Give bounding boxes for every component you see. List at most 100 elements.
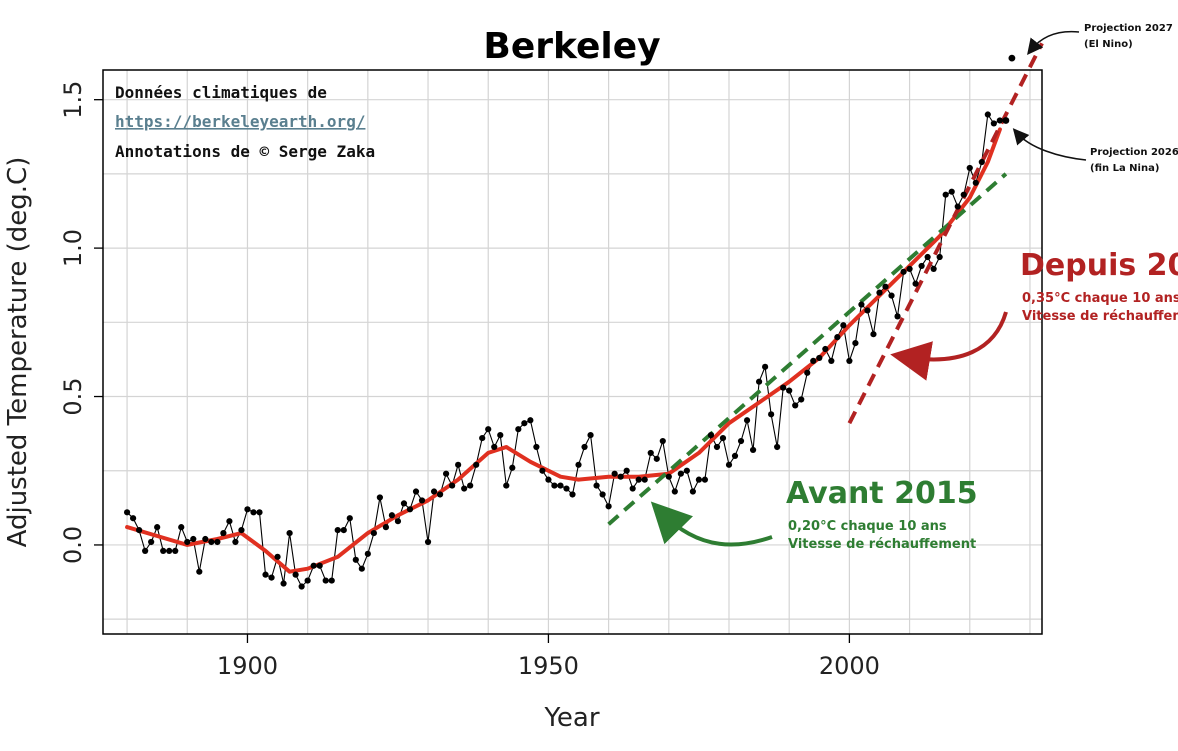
after-2015-title: Depuis 2015 (1020, 248, 1178, 283)
y-tick-label: 1.5 (59, 81, 87, 119)
annual-data-point (653, 455, 660, 462)
credit-line-1: Données climatiques de (115, 83, 327, 102)
annual-data-point (810, 357, 817, 365)
annual-data-point (485, 426, 492, 433)
annual-data-point (719, 434, 727, 442)
annual-data-point (394, 518, 402, 525)
annual-data-point (858, 301, 865, 308)
annual-data-point (762, 363, 769, 370)
annual-data-point (190, 535, 197, 543)
annual-data-point (605, 503, 612, 510)
y-tick-label: 0.0 (59, 526, 87, 564)
annual-data-point (798, 396, 805, 403)
annual-data-point (430, 488, 438, 495)
annual-data-point (274, 553, 281, 560)
annual-data-point (503, 482, 510, 489)
annual-data-point (370, 529, 377, 537)
before-2015-rate: 0,20°C chaque 10 ans (788, 519, 947, 534)
annual-data-point (984, 111, 991, 118)
annual-data-point (563, 485, 570, 492)
annual-data-point (695, 476, 703, 483)
annual-data-point (286, 529, 293, 537)
trend-before-2015-line (607, 172, 1008, 526)
projection-2026-line-2: (fin La Nina) (1090, 163, 1159, 174)
annual-data-point (593, 482, 600, 489)
annual-data-point (960, 191, 967, 198)
annual-data-point (954, 203, 961, 210)
annual-data-point (418, 497, 426, 504)
after-2015-rate: 0,35°C chaque 10 ans (1022, 291, 1178, 306)
annual-data-point (196, 568, 203, 575)
annual-data-point (316, 562, 323, 569)
annual-data-point (340, 527, 347, 534)
annual-data-point (707, 432, 715, 439)
annual-data-point (882, 283, 889, 290)
annual-data-point (749, 446, 757, 454)
annual-data-point (352, 556, 359, 563)
annual-data-point (774, 443, 781, 451)
annual-data-point (455, 461, 462, 468)
annual-data-point (238, 527, 245, 534)
annual-data-point (262, 571, 269, 578)
annual-data-point (515, 426, 522, 433)
annual-data-point (737, 437, 745, 445)
annual-data-point (226, 518, 233, 525)
annual-data-point (701, 476, 709, 483)
annual-data-point (461, 485, 468, 492)
after-2015-label: Vitesse de réchauffement (1022, 309, 1178, 324)
axis-ticks: 1900 1950 2000 0.0 0.5 1.0 1.5 (59, 81, 880, 680)
annual-data-point (870, 331, 877, 338)
annual-data-point (322, 577, 329, 584)
annual-data-point (900, 268, 907, 275)
annual-data-point (310, 562, 317, 569)
annual-data-point (569, 491, 576, 498)
annual-data-point (154, 524, 161, 531)
annual-data-point (292, 571, 299, 578)
annual-data-point (539, 467, 546, 474)
annual-data-point (876, 289, 883, 296)
annual-data-point (804, 369, 811, 376)
annual-data-point (786, 387, 793, 394)
annual-data-point (376, 494, 383, 501)
annual-data-point (924, 253, 931, 261)
annual-data-point (587, 432, 594, 439)
annual-data-point (599, 491, 606, 498)
credit-link[interactable]: https://berkeleyearth.org/ (115, 112, 365, 131)
annual-data-point (743, 417, 751, 424)
plot-content (123, 42, 1044, 590)
before-2015-arrow (650, 501, 773, 547)
annual-data-point (671, 488, 678, 495)
annual-data-point (521, 420, 528, 427)
annual-data-point (713, 443, 721, 451)
annual-data-point (527, 417, 534, 424)
y-tick-label: 0.5 (59, 377, 87, 415)
annual-data-point (244, 506, 251, 513)
annual-data-point (978, 158, 985, 166)
annual-data-point (966, 164, 973, 172)
annual-data-point (551, 482, 558, 489)
credit-line-3: Annotations de © Serge Zaka (115, 142, 375, 161)
projection-2027-line-2: (El Nino) (1084, 39, 1133, 50)
annual-data-point (617, 473, 624, 480)
annual-data-point (214, 538, 221, 546)
annual-data-point (665, 473, 672, 480)
annual-data-point (160, 547, 167, 554)
annual-data-point (623, 467, 630, 474)
annual-data-point (202, 535, 209, 543)
annual-data-point (647, 449, 654, 457)
annual-data-point (467, 482, 474, 489)
annual-data-point (677, 470, 684, 477)
annual-data-point (972, 179, 979, 186)
annual-data-point (996, 117, 1003, 124)
annual-data-point (280, 580, 287, 587)
annual-data-point (792, 402, 799, 409)
trend-after-2015-line (847, 42, 1044, 425)
annual-data-point (725, 461, 733, 468)
annual-data-point (731, 452, 739, 459)
annual-data-point (641, 476, 648, 483)
annual-data-point (256, 509, 263, 516)
annual-data-point (358, 565, 365, 572)
annual-data-point (449, 482, 456, 489)
projection-2027-arrow (1027, 30, 1080, 56)
